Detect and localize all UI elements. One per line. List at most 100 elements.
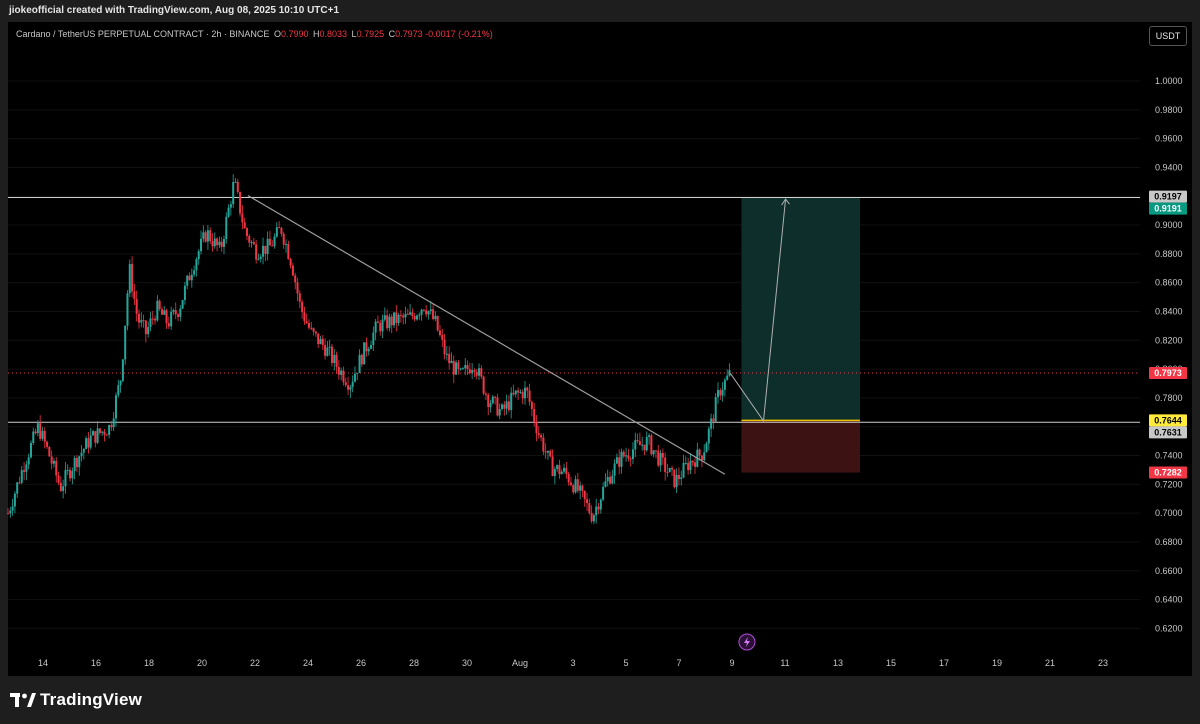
candle-body: [101, 431, 104, 433]
candle-body: [234, 181, 237, 183]
candle-body: [255, 244, 258, 260]
price-tag-label: 0.7973: [1154, 368, 1182, 378]
candle-body: [466, 365, 469, 370]
candle-body: [43, 430, 46, 442]
candle-body: [167, 323, 170, 327]
candle-body: [721, 389, 724, 396]
candle-body: [606, 476, 609, 482]
symbol-title: Cardano / TetherUS PERPETUAL CONTRACT · …: [16, 29, 270, 39]
candle-body: [438, 330, 441, 336]
grid-lines: [8, 80, 1140, 629]
candle-body: [73, 457, 76, 471]
candle-body: [475, 371, 478, 376]
candle-body: [202, 232, 205, 239]
candle-body: [567, 473, 570, 483]
tradingview-logo[interactable]: TradingView: [10, 690, 142, 710]
y-tick-label: 0.9800: [1155, 105, 1183, 115]
candle-body: [213, 238, 216, 247]
candle-body: [34, 431, 37, 434]
candle-body: [358, 354, 361, 373]
candle-body: [303, 312, 306, 322]
candle-body: [250, 241, 253, 243]
candle-body: [154, 318, 157, 321]
y-tick-label: 0.9400: [1155, 162, 1183, 172]
candle-body: [80, 452, 83, 457]
candle-body: [29, 442, 32, 458]
chart-panel[interactable]: [8, 22, 1192, 676]
candle-body: [726, 375, 729, 380]
candle-body: [675, 474, 678, 488]
candle-body: [62, 486, 65, 491]
candle-body: [661, 453, 664, 458]
price-tags: 0.9197 0.9191 0.7973 0.7644 0.7631 0.7282: [1149, 190, 1187, 479]
candle-body: [220, 241, 223, 247]
candle-body: [611, 475, 614, 484]
candle-body: [133, 291, 136, 300]
candle-body: [712, 418, 715, 422]
y-tick-label: 0.8200: [1155, 335, 1183, 345]
candle-body: [409, 312, 412, 315]
candle-body: [128, 264, 131, 294]
candle-body: [259, 256, 262, 259]
candle-body: [574, 479, 577, 493]
candle-body: [206, 230, 209, 242]
symbol-info: Cardano / TetherUS PERPETUAL CONTRACT · …: [16, 29, 493, 39]
candle-body: [200, 238, 203, 252]
candle-body: [425, 310, 428, 315]
candle-body: [262, 245, 265, 257]
candle-body: [533, 409, 536, 422]
candle-body: [535, 421, 538, 434]
candle-body: [135, 299, 138, 314]
candle-body: [298, 293, 301, 302]
candle-body: [179, 308, 182, 317]
candle-body: [395, 312, 398, 323]
candle-body: [413, 316, 416, 320]
currency-button[interactable]: USDT: [1149, 26, 1187, 46]
x-tick-label: 17: [939, 658, 949, 668]
candle-body: [615, 457, 618, 464]
candle-body: [604, 481, 607, 487]
candle-body: [402, 315, 405, 318]
candle-body: [684, 462, 687, 464]
candle-body: [530, 401, 533, 410]
high-label: H: [313, 29, 320, 39]
x-tick-label: 13: [833, 658, 843, 668]
candle-body: [654, 450, 657, 452]
candle-body: [464, 365, 467, 369]
candle-body: [560, 471, 563, 475]
candle-body: [266, 238, 269, 254]
candle-body: [360, 354, 363, 365]
candle-body: [335, 354, 338, 367]
x-tick-label: 22: [250, 658, 260, 668]
candle-body: [353, 373, 356, 382]
candle-body: [174, 310, 177, 315]
candle-body: [156, 300, 159, 321]
candle-body: [337, 366, 340, 375]
candle-body: [370, 345, 373, 349]
candle-body: [393, 312, 396, 326]
candle-body: [620, 451, 623, 467]
candle-body: [517, 390, 520, 393]
candle-body: [386, 315, 389, 329]
candle-body: [165, 310, 168, 324]
candle-body: [16, 482, 19, 494]
candle-body: [308, 322, 311, 328]
candle-body: [188, 275, 191, 281]
chart-caption: jiokeofficial created with TradingView.c…: [9, 5, 340, 16]
candle-body: [659, 453, 662, 466]
candle-body: [69, 469, 72, 479]
candle-body: [452, 360, 455, 375]
candle-body: [273, 236, 276, 247]
candle-body: [376, 321, 379, 323]
x-tick-label: 5: [623, 658, 628, 668]
candle-body: [514, 390, 517, 395]
candle-body: [448, 353, 451, 364]
candle-body: [314, 331, 317, 334]
y-tick-label: 0.6600: [1155, 566, 1183, 576]
candle-body: [379, 322, 382, 332]
y-tick-label: 0.7400: [1155, 451, 1183, 461]
candle-body: [85, 438, 88, 449]
x-tick-label: 9: [729, 658, 734, 668]
candle-body: [218, 241, 221, 246]
